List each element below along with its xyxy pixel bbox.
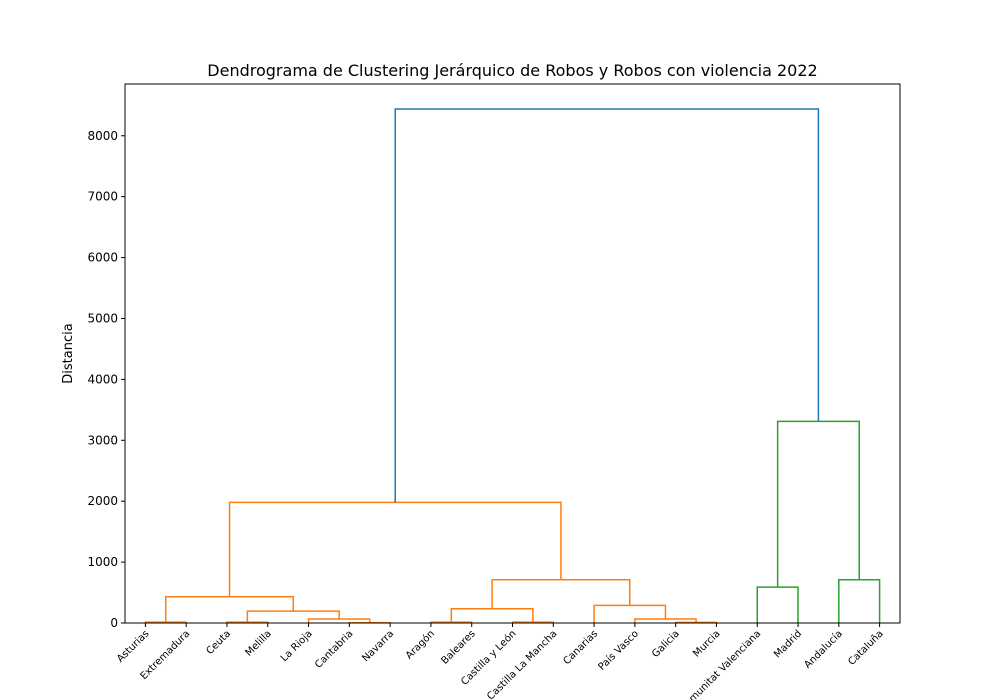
dendrogram-link: [756, 586, 799, 623]
x-tick-label: La Rioja: [279, 628, 315, 664]
dendrogram-link: [246, 610, 340, 623]
plot-frame: [124, 83, 901, 624]
x-tick-label: Andalucía: [802, 628, 845, 671]
x-tick-label: Cantabria: [313, 628, 355, 670]
x-tick-label: Galicia: [650, 628, 682, 660]
y-tick-label: 8000: [87, 129, 118, 143]
x-tick-label: Asturias: [115, 628, 151, 664]
dendrogram-link: [776, 420, 860, 588]
dendrogram-links: [144, 108, 881, 624]
x-tick-label: Canarias: [561, 628, 600, 667]
dendrogram-link: [394, 108, 820, 503]
x-tick-label: País Vasco: [596, 628, 641, 673]
x-tick-label: Castilla La Mancha: [485, 628, 559, 700]
dendrogram-link: [228, 501, 562, 597]
dendrogram-link: [593, 604, 667, 623]
y-tick-label: 4000: [87, 372, 118, 386]
y-tick-label: 6000: [87, 251, 118, 265]
x-tick-label: Ceuta: [204, 628, 233, 657]
x-tick-label: Comunitat Valenciana: [678, 628, 763, 700]
chart-title: Dendrograma de Clustering Jerárquico de …: [207, 61, 817, 80]
y-axis-label: Distancia: [61, 323, 76, 383]
y-tick-label: 1000: [87, 555, 118, 569]
y-tick-label: 5000: [87, 311, 118, 325]
x-tick-label: Aragón: [403, 628, 437, 662]
y-tick-label: 3000: [87, 433, 118, 447]
x-tick-label: Murcia: [691, 628, 722, 659]
dendrogram-link: [838, 579, 881, 623]
x-tick-label: Baleares: [439, 628, 477, 666]
x-tick-label: Navarra: [360, 628, 396, 664]
y-axis: 0 1000 2000 3000 4000 5000 6000 7000 8000: [87, 129, 125, 630]
dendrogram-link: [491, 579, 631, 609]
y-tick-label: 0: [110, 616, 118, 630]
y-tick-label: 7000: [87, 190, 118, 204]
y-tick-label: 2000: [87, 494, 118, 508]
dendrogram-link: [450, 607, 534, 623]
x-tick-label: Melilla: [243, 628, 273, 658]
x-tick-label: Cataluña: [846, 628, 885, 667]
x-tick-label: Madrid: [772, 628, 804, 660]
dendrogram-link: [165, 596, 295, 623]
